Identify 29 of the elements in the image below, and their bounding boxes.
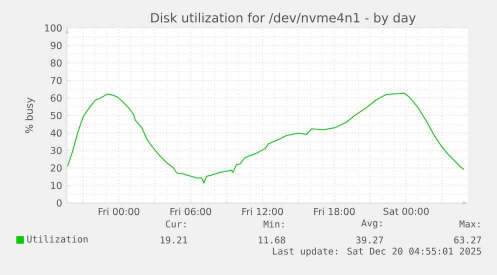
y-axis-title: % busy bbox=[25, 98, 35, 134]
text: Min: bbox=[264, 220, 284, 228]
y-tick-label: 100 bbox=[45, 24, 62, 32]
y-tick-label: 60 bbox=[50, 94, 62, 102]
y-tick-label: 90 bbox=[50, 42, 62, 50]
text: 63.27 bbox=[454, 236, 482, 244]
y-tick-label: 50 bbox=[50, 112, 62, 120]
y-tick-label: 0 bbox=[56, 199, 62, 207]
x-tick-label: Fri 12:00 bbox=[242, 208, 283, 216]
text: Max: bbox=[460, 220, 480, 228]
y-tick-label: 30 bbox=[50, 146, 62, 154]
x-tick-label: Fri 00:00 bbox=[98, 208, 140, 216]
chart-title: Disk utilization for /dev/nvme4n1 - by day bbox=[151, 12, 416, 25]
x-tick-label: Fri 06:00 bbox=[170, 208, 212, 216]
text: 19.21 bbox=[160, 236, 188, 244]
text: Cur: bbox=[166, 220, 186, 228]
text: Avg: bbox=[361, 220, 382, 228]
y-tick-label: 70 bbox=[50, 76, 62, 84]
text: 39.27 bbox=[356, 236, 384, 244]
y-tick-label: 10 bbox=[51, 182, 62, 190]
text: Last update: Sat Dec 20 04:55:01 2025 bbox=[272, 247, 481, 257]
x-tick-label: Sat 00:00 bbox=[384, 208, 429, 215]
x-tick-label: Fri 18:00 bbox=[314, 208, 355, 216]
y-tick-label: 20 bbox=[50, 164, 62, 172]
y-tick-label: 40 bbox=[50, 129, 62, 137]
legend-label: Utilization bbox=[27, 235, 88, 243]
line-series bbox=[67, 92, 464, 184]
text: 11.68 bbox=[258, 236, 286, 244]
y-tick-label: 80 bbox=[50, 59, 62, 67]
